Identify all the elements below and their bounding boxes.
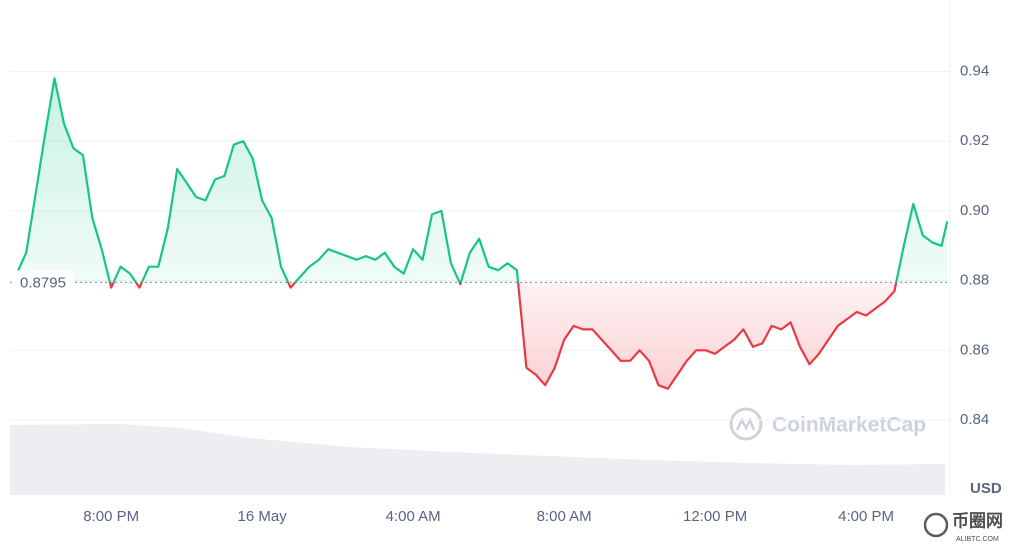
x-tick-label: 8:00 PM	[83, 508, 139, 525]
y-tick-label: 0.84	[960, 411, 989, 428]
baseline-label: 0.8795	[20, 274, 66, 291]
baseline-badge	[12, 270, 74, 295]
y-tick-label: 0.90	[960, 202, 989, 219]
volume-area	[10, 424, 945, 495]
site-url: ALIBTC.COM	[956, 536, 999, 543]
y-tick-label: 0.88	[960, 272, 989, 289]
price-line	[15, 77, 949, 390]
x-tick-label: 4:00 PM	[838, 508, 894, 525]
x-tick-label: 8:00 AM	[537, 508, 592, 525]
y-tick-label: 0.94	[960, 62, 989, 79]
x-tick-label: 16 May	[238, 508, 288, 525]
area	[16, 78, 948, 389]
site-mark: 币圈网 ALIBTC.COM	[923, 511, 1003, 543]
watermark-text: CoinMarketCap	[772, 414, 926, 437]
y-tick-label: 0.92	[960, 132, 989, 149]
watermark: CoinMarketCap	[729, 407, 926, 441]
y-tick-label: 0.86	[960, 341, 989, 358]
x-tick-label: 4:00 AM	[386, 508, 441, 525]
site-name: 币圈网	[952, 511, 1003, 530]
y-unit: USD	[970, 480, 1002, 497]
x-tick-label: 12:00 PM	[683, 508, 747, 525]
